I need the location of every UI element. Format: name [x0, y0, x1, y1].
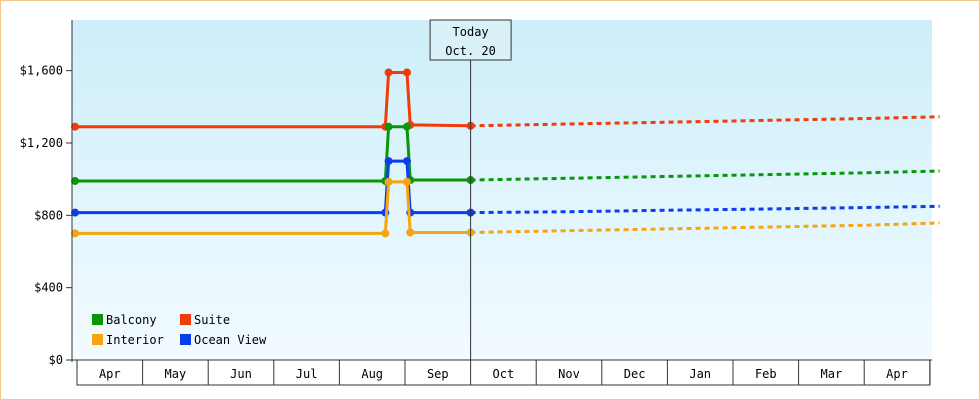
- series-balcony-line: [75, 125, 471, 183]
- month-label: Feb: [755, 367, 777, 381]
- month-label: Jun: [230, 367, 252, 381]
- series-suite-point[interactable]: [71, 122, 80, 131]
- y-tick-label: $1,200: [20, 136, 63, 150]
- series-ocean-view-point[interactable]: [384, 157, 393, 166]
- series-balcony-point[interactable]: [402, 122, 411, 131]
- series-suite-line: [75, 70, 471, 129]
- legend-label-suite: Suite: [194, 313, 230, 327]
- legend-swatch-suite: [180, 314, 191, 325]
- y-tick-label: $1,600: [20, 64, 63, 78]
- series-ocean-view-point[interactable]: [402, 157, 411, 166]
- series-interior-point[interactable]: [381, 229, 390, 238]
- series-ocean-view-forecast: [470, 204, 940, 215]
- series-balcony-point[interactable]: [71, 176, 80, 185]
- y-tick-label: $400: [34, 281, 63, 295]
- series-interior-forecast: [470, 221, 940, 234]
- today-box: [429, 19, 512, 61]
- today-date: Oct. 20: [445, 44, 496, 58]
- legend-label-ocean-view: Ocean View: [194, 333, 267, 347]
- today-label: Today: [453, 25, 489, 39]
- legend-label-interior: Interior: [106, 333, 164, 347]
- month-label: Aug: [361, 367, 383, 381]
- legend-swatch-balcony: [92, 314, 103, 325]
- month-label: Jul: [296, 367, 318, 381]
- series-balcony-forecast: [470, 169, 940, 182]
- month-label: Nov: [558, 367, 580, 381]
- plot-area: [72, 20, 932, 360]
- series-interior-point[interactable]: [402, 177, 411, 186]
- month-label: Oct: [493, 367, 515, 381]
- series-interior-line: [75, 180, 471, 235]
- series-suite-point[interactable]: [402, 68, 411, 77]
- legend-label-balcony: Balcony: [106, 313, 157, 327]
- series-suite-forecast: [470, 115, 940, 128]
- month-label: Jan: [689, 367, 711, 381]
- series-ocean-view-point[interactable]: [71, 208, 80, 217]
- series-interior-point[interactable]: [384, 177, 393, 186]
- month-label: Mar: [821, 367, 843, 381]
- y-tick-label: $800: [34, 208, 63, 222]
- series-ocean-view-line: [75, 159, 471, 215]
- legend-swatch-interior: [92, 334, 103, 345]
- month-label: Apr: [99, 367, 121, 381]
- month-axis-box: [76, 359, 931, 386]
- y-tick-label: $0: [49, 353, 63, 367]
- month-label: Sep: [427, 367, 449, 381]
- month-label: Dec: [624, 367, 646, 381]
- series-suite-point[interactable]: [384, 68, 393, 77]
- series-interior-point[interactable]: [406, 228, 415, 237]
- legend-swatch-ocean-view: [180, 334, 191, 345]
- month-label: May: [165, 367, 187, 381]
- month-label: Apr: [886, 367, 908, 381]
- series-balcony-point[interactable]: [384, 122, 393, 131]
- series-interior-point[interactable]: [71, 229, 80, 238]
